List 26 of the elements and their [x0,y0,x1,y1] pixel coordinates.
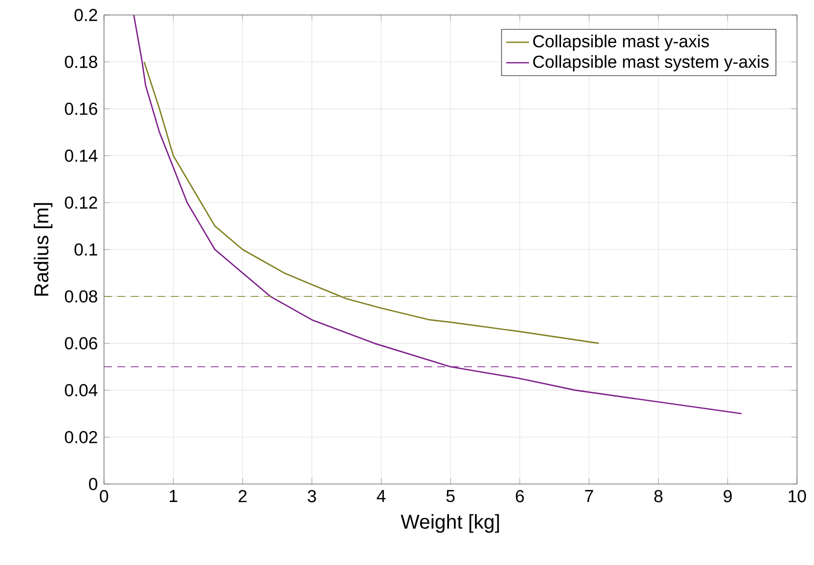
x-tick-label: 4 [376,490,386,502]
y-tick-label: 0.18 [64,56,98,68]
x-tick-label: 3 [308,490,316,502]
x-axis-title: Weight [kg] [400,514,499,533]
legend-label: Collapsible mast system y-axis [533,55,769,72]
x-tick-label: 8 [654,490,662,502]
x-tick-label: 2 [238,490,247,502]
x-tick-label: 0 [100,490,108,502]
y-tick-label: 0.08 [64,290,98,303]
y-tick-label: 0.14 [64,150,98,162]
y-tick-label: 0.12 [64,196,98,209]
x-tick-label: 10 [788,490,806,502]
y-tick-label: 0 [88,478,98,490]
x-tick-label: 7 [585,490,594,502]
x-tick-label: 9 [724,490,732,502]
x-tick-label: 1 [170,490,178,502]
y-tick-label: 0.06 [64,337,98,350]
y-tick-label: 0.2 [74,8,98,22]
x-tick-label: 5 [446,490,455,502]
y-axis-title: Radius [m] [34,203,52,296]
x-tick-label: 6 [516,490,524,502]
y-tick-label: 0.1 [74,243,98,256]
legend-label: Collapsible mast y-axis [533,34,709,51]
y-tick-label: 0.02 [64,430,98,444]
y-tick-label: 0.04 [64,384,98,396]
y-tick-label: 0.16 [64,102,98,115]
